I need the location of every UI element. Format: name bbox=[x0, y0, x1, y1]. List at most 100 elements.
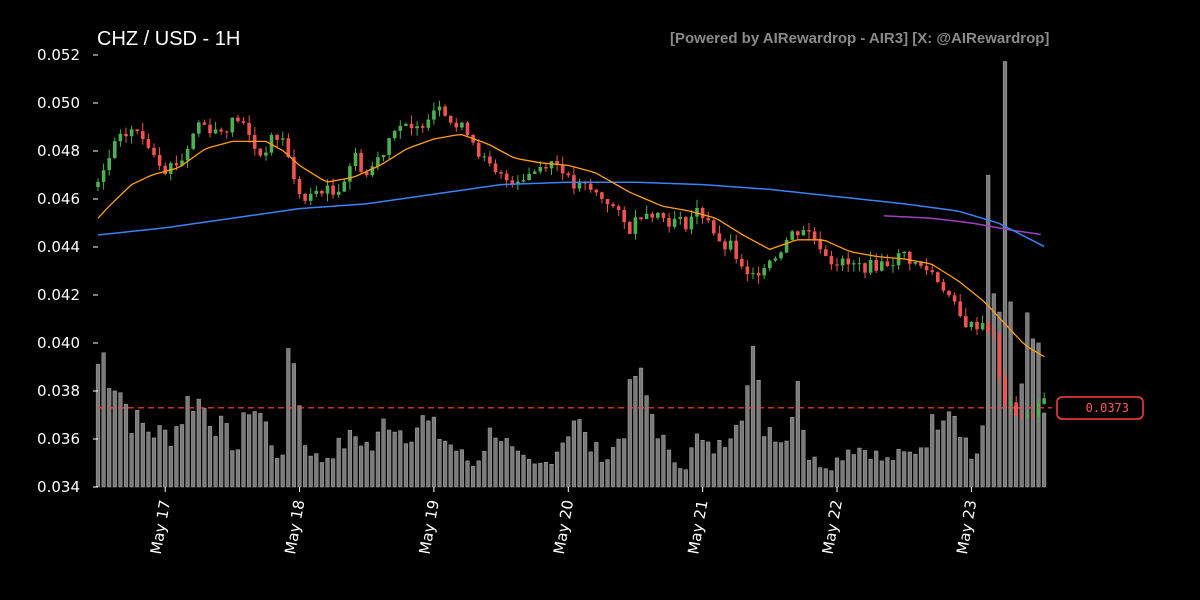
volume-bar bbox=[386, 429, 392, 488]
volume-bar bbox=[286, 348, 291, 488]
candle-body bbox=[1008, 402, 1013, 405]
candle-body bbox=[499, 172, 503, 174]
volume-bar bbox=[728, 438, 733, 488]
volume-bar bbox=[107, 388, 112, 488]
candle-body bbox=[678, 217, 682, 219]
candle-body bbox=[280, 138, 285, 140]
volume-bar bbox=[532, 463, 537, 488]
x-tick-label: May 22 bbox=[819, 499, 846, 556]
volume-bar bbox=[935, 429, 940, 488]
volume-bar bbox=[135, 409, 140, 488]
candle-body bbox=[432, 110, 436, 120]
candle-body bbox=[376, 157, 380, 167]
volume-bar bbox=[314, 453, 319, 488]
candle-body bbox=[706, 218, 710, 221]
candle-body bbox=[448, 115, 453, 123]
volume-bar bbox=[734, 424, 739, 488]
candle-body bbox=[129, 129, 134, 137]
volume-bar bbox=[784, 440, 789, 488]
volume-bar bbox=[706, 441, 711, 488]
candle-body bbox=[504, 173, 509, 181]
candle-body bbox=[835, 264, 839, 266]
volume-bar bbox=[269, 445, 274, 488]
volume-bar bbox=[196, 398, 201, 488]
candle-body bbox=[874, 259, 878, 271]
candle-body bbox=[751, 273, 755, 275]
volume-bar bbox=[638, 367, 644, 488]
candle-body bbox=[482, 156, 487, 158]
volume-bar bbox=[1030, 338, 1035, 488]
candle-body bbox=[577, 182, 582, 189]
candle-body bbox=[980, 323, 985, 330]
candle-body bbox=[208, 124, 212, 134]
candle-body bbox=[768, 260, 772, 269]
candle-body bbox=[488, 156, 492, 164]
candle-body bbox=[169, 163, 173, 174]
volume-bar bbox=[375, 431, 381, 488]
volume-bar bbox=[678, 468, 683, 488]
candle-body bbox=[600, 192, 604, 199]
volume-bar bbox=[370, 450, 375, 488]
candle-body bbox=[348, 166, 352, 182]
volume-bar bbox=[437, 438, 442, 488]
volume-bar bbox=[510, 446, 515, 488]
candle-body bbox=[852, 263, 856, 265]
candle-body bbox=[891, 265, 895, 267]
candle-body bbox=[275, 135, 279, 140]
candle-body bbox=[773, 258, 778, 261]
volume-bar bbox=[157, 425, 162, 488]
volume-bar bbox=[846, 449, 851, 488]
volume-bar bbox=[610, 447, 616, 488]
volume-bar bbox=[890, 460, 896, 488]
volume-bar bbox=[896, 448, 901, 488]
candle-body bbox=[549, 161, 554, 169]
volume-bar bbox=[493, 437, 498, 488]
candle-body bbox=[96, 181, 100, 187]
volume-bar bbox=[739, 420, 744, 488]
volume-bar bbox=[717, 439, 722, 488]
candle-body bbox=[521, 180, 526, 182]
candle-body bbox=[745, 266, 750, 275]
volume-bar bbox=[224, 423, 229, 488]
volume-bar bbox=[650, 414, 655, 488]
y-tick-label: 0.048 bbox=[37, 142, 80, 160]
volume-bar bbox=[577, 419, 582, 488]
volume-bar bbox=[599, 461, 604, 488]
candle-body bbox=[532, 171, 537, 174]
candle-body bbox=[364, 171, 369, 176]
volume-bar bbox=[851, 454, 856, 488]
volume-bar bbox=[605, 459, 610, 488]
volume-bar bbox=[123, 403, 129, 488]
volume-bar bbox=[963, 437, 968, 488]
candle-body bbox=[880, 261, 884, 271]
candle-body bbox=[493, 163, 498, 173]
x-tick-label: May 21 bbox=[684, 499, 711, 556]
volume-bar bbox=[560, 442, 565, 488]
volume-bar bbox=[459, 449, 465, 488]
volume-bar bbox=[969, 458, 974, 488]
volume-bar bbox=[756, 379, 761, 488]
volume-bar bbox=[336, 437, 341, 488]
candle-body bbox=[700, 208, 705, 219]
volume-bar bbox=[347, 429, 353, 488]
last-price-box bbox=[1056, 396, 1144, 420]
volume-bar bbox=[840, 460, 845, 488]
volume-bar bbox=[711, 453, 716, 488]
candle-body bbox=[224, 131, 229, 133]
volume-bar bbox=[95, 363, 101, 488]
volume-bar bbox=[515, 450, 520, 488]
candle-body bbox=[101, 170, 106, 182]
volume-bar bbox=[330, 458, 336, 488]
candle-body bbox=[667, 217, 671, 227]
candle-body bbox=[958, 301, 962, 316]
volume-bar bbox=[403, 443, 409, 488]
candle-body bbox=[734, 240, 738, 259]
volume-bar bbox=[465, 460, 470, 488]
candle-body bbox=[924, 265, 929, 271]
candle-body bbox=[818, 239, 822, 250]
volume-bar bbox=[946, 411, 952, 488]
y-tick-label: 0.042 bbox=[37, 286, 80, 304]
volume-bar bbox=[1002, 61, 1008, 488]
volume-bar bbox=[823, 468, 828, 488]
volume-bar bbox=[398, 430, 403, 488]
